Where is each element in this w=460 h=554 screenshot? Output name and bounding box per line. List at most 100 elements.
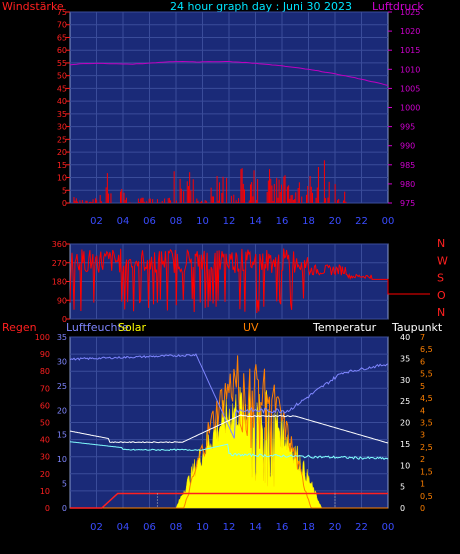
wind-tick-label: 60 — [57, 46, 67, 55]
wind-tick-label: 35 — [57, 110, 67, 119]
wind-tick-label: 5 — [62, 186, 67, 195]
wind-tick-label: 75 — [57, 8, 67, 17]
uv-tick-label: 2 — [420, 455, 425, 464]
rain-tick-label: 90 — [40, 350, 50, 359]
uv-tick-label: 7 — [420, 333, 425, 342]
rain-tick-label: 40 — [40, 436, 50, 445]
direction-tick-label: 0 — [62, 315, 67, 324]
hour-label: 16 — [276, 522, 289, 533]
hour-label: 18 — [302, 216, 315, 227]
hour-label: 02 — [90, 216, 103, 227]
dewpoint-axis-title: Taupunkt — [392, 321, 443, 334]
humidity-tick-label: 15 — [57, 431, 67, 440]
uv-tick-label: 4 — [420, 406, 425, 415]
uv-tick-label: 3,5 — [420, 419, 433, 428]
uv-tick-label: 2,5 — [420, 443, 433, 452]
hour-label: 10 — [196, 522, 209, 533]
temperature-tick-label: 15 — [400, 440, 410, 449]
wind-tick-label: 55 — [57, 59, 67, 68]
humidity-tick-label: 35 — [57, 333, 67, 342]
temperature-tick-label: 35 — [400, 354, 410, 363]
uv-tick-label: 6 — [420, 357, 425, 366]
direction-letter: W — [437, 254, 448, 267]
temperature-tick-label: 40 — [400, 333, 410, 342]
hour-label: 06 — [143, 216, 156, 227]
pressure-tick-label: 1005 — [400, 84, 420, 93]
rain-tick-label: 0 — [45, 504, 50, 513]
hour-label: 08 — [170, 216, 183, 227]
uv-tick-label: 5,5 — [420, 370, 433, 379]
pressure-tick-label: 1025 — [400, 8, 420, 17]
uv-tick-label: 1,5 — [420, 467, 433, 476]
wind-tick-label: 15 — [57, 161, 67, 170]
rain-tick-label: 50 — [40, 419, 50, 428]
temperature-tick-label: 10 — [400, 461, 410, 470]
pressure-tick-label: 1020 — [400, 27, 420, 36]
pressure-tick-label: 990 — [400, 142, 415, 151]
uv-tick-label: 3 — [420, 431, 425, 440]
direction-letter: N — [437, 237, 445, 250]
humidity-tick-label: 10 — [57, 455, 67, 464]
uv-axis-title: UV — [243, 321, 259, 334]
chart-title: 24 hour graph day : Juni 30 2023 — [170, 0, 353, 13]
humidity-line — [69, 353, 389, 439]
hour-label: 02 — [90, 522, 103, 533]
rain-axis-title: Regen — [2, 321, 37, 334]
wind-tick-label: 70 — [57, 21, 67, 30]
pressure-tick-label: 995 — [400, 123, 415, 132]
rain-tick-label: 10 — [40, 487, 50, 496]
direction-letter: O — [437, 289, 446, 302]
humidity-tick-label: 20 — [57, 406, 67, 415]
humidity-axis-title: Luftfeuchte — [66, 321, 129, 334]
uv-tick-label: 0,5 — [420, 492, 433, 501]
pressure-tick-label: 985 — [400, 161, 415, 170]
rain-tick-label: 20 — [40, 470, 50, 479]
pressure-tick-label: 1010 — [400, 65, 420, 74]
uv-tick-label: 0 — [420, 504, 425, 513]
humidity-tick-label: 25 — [57, 382, 67, 391]
uv-tick-label: 4,5 — [420, 394, 433, 403]
hour-label: 08 — [170, 522, 183, 533]
hour-label: 20 — [329, 522, 342, 533]
temperature-tick-label: 25 — [400, 397, 410, 406]
hour-label: 04 — [117, 522, 130, 533]
hour-label: 06 — [143, 522, 156, 533]
temperature-line — [69, 414, 389, 444]
pressure-tick-label: 1000 — [400, 104, 420, 113]
wind-tick-label: 65 — [57, 33, 67, 42]
direction-tick-label: 180 — [52, 278, 67, 287]
wind-tick-label: 50 — [57, 72, 67, 81]
pressure-tick-label: 980 — [400, 180, 415, 189]
direction-tick-label: 90 — [57, 296, 67, 305]
temperature-axis-title: Temperatur — [313, 321, 377, 334]
hour-label: 22 — [355, 216, 368, 227]
wind-tick-label: 20 — [57, 148, 67, 157]
hour-label: 16 — [276, 216, 289, 227]
humidity-tick-label: 30 — [57, 357, 67, 366]
wind-tick-label: 0 — [62, 199, 67, 208]
wind-tick-label: 30 — [57, 123, 67, 132]
wind-direction-line — [69, 248, 430, 314]
hour-label: 00 — [382, 216, 395, 227]
direction-letter: S — [437, 272, 444, 285]
pressure-axis-title: Luftdruck — [372, 0, 424, 13]
hour-label: 14 — [249, 216, 262, 227]
rain-tick-label: 80 — [40, 367, 50, 376]
hour-label: 12 — [223, 216, 236, 227]
wind-tick-label: 40 — [57, 97, 67, 106]
hour-label: 12 — [223, 522, 236, 533]
direction-tick-label: 270 — [52, 259, 67, 268]
rain-tick-label: 100 — [35, 333, 50, 342]
rain-tick-label: 30 — [40, 453, 50, 462]
humidity-tick-label: 0 — [62, 504, 67, 513]
hour-label: 14 — [249, 522, 262, 533]
wind-axis-title: Windstärke — [2, 0, 64, 13]
solar-axis-title: Solar — [118, 321, 147, 334]
rain-tick-label: 70 — [40, 384, 50, 393]
temperature-tick-label: 30 — [400, 376, 410, 385]
wind-tick-label: 10 — [57, 174, 67, 183]
rain-line — [70, 492, 388, 509]
temperature-tick-label: 0 — [400, 504, 405, 513]
direction-tick-label: 360 — [52, 240, 67, 249]
